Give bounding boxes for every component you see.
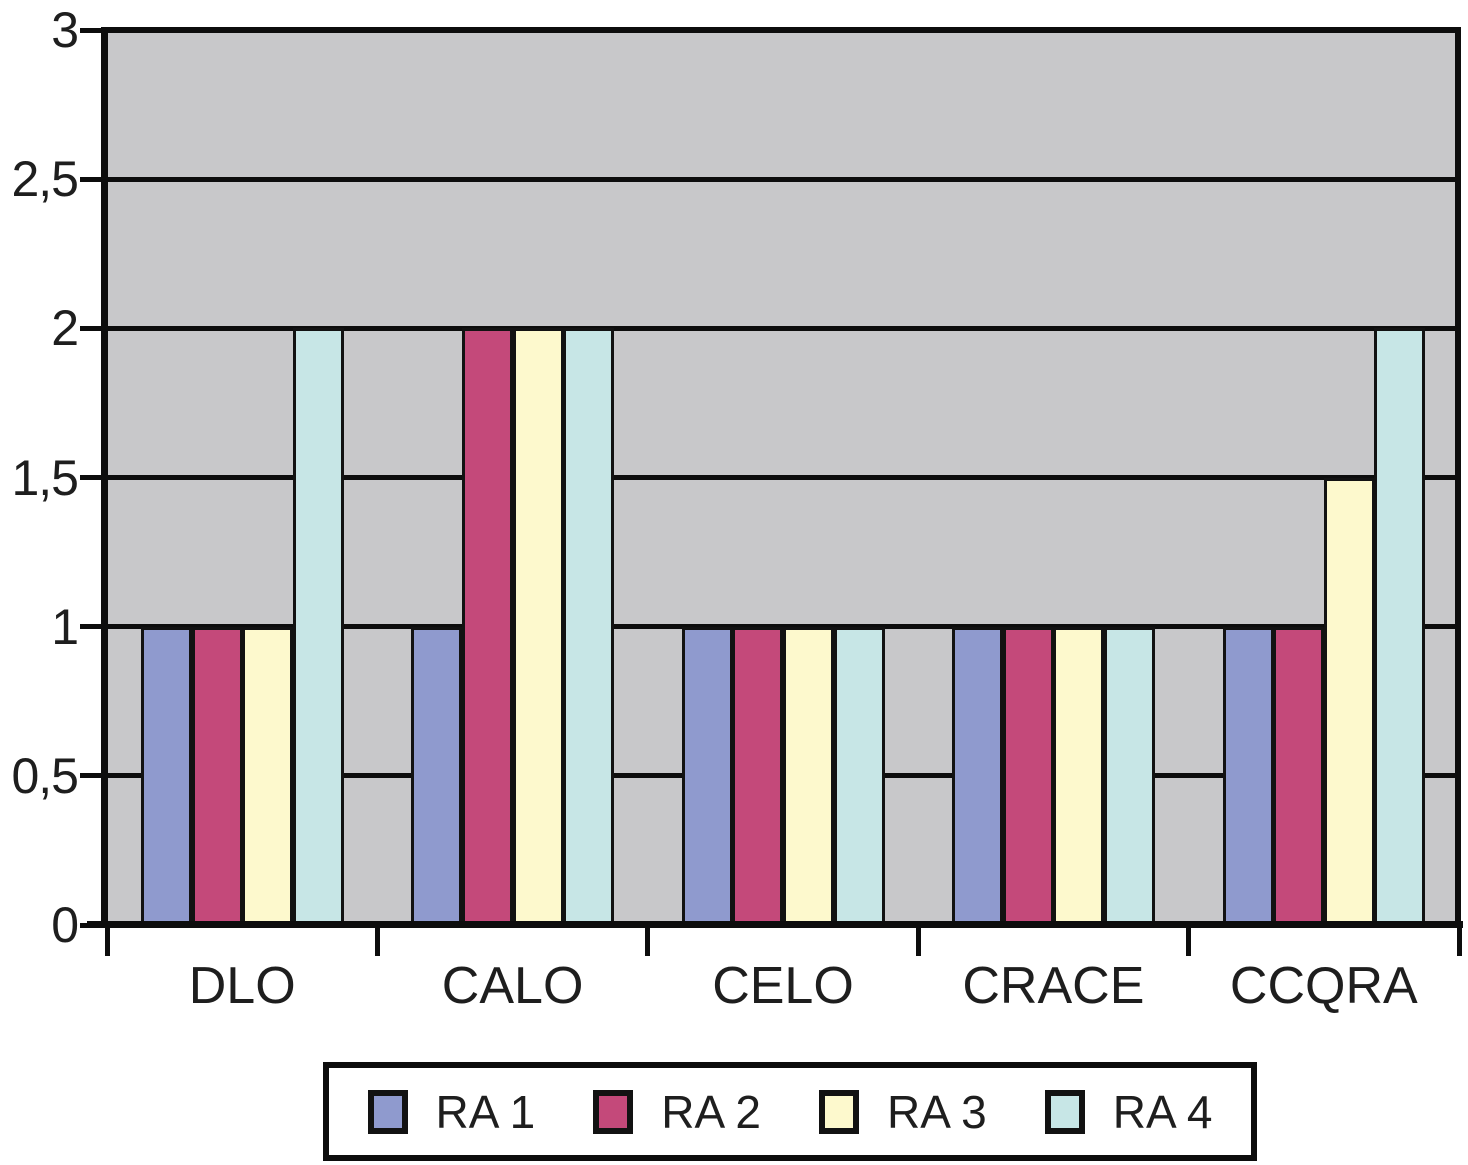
bar-ra-4-dlo <box>292 328 344 925</box>
bar-ra-2-celo <box>732 626 784 925</box>
legend-label-ra-3: RA 3 <box>887 1085 987 1138</box>
bar-ra-3-calo <box>512 328 564 925</box>
gridline-1.5 <box>107 475 1459 480</box>
bar-ra-1-ccqra <box>1222 626 1274 925</box>
x-category-label-dlo: DLO <box>188 957 296 1015</box>
gridline-2.5 <box>107 176 1459 182</box>
bar-ra-1-celo <box>681 626 733 925</box>
y-axis-line <box>101 27 108 925</box>
y-tick-1.5 <box>80 475 102 480</box>
legend-item-ra-4: RA 4 <box>1044 1085 1213 1138</box>
legend-swatch-ra-4 <box>1044 1089 1085 1134</box>
y-tick-2 <box>80 325 102 331</box>
x-tick-1 <box>374 928 380 956</box>
legend-label-ra-1: RA 1 <box>435 1085 536 1138</box>
bar-ra-1-calo <box>411 626 463 925</box>
bar-ra-4-calo <box>563 328 615 925</box>
x-axis-line <box>87 921 1463 928</box>
x-category-label-calo: CALO <box>441 957 584 1015</box>
bar-ra-2-calo <box>462 328 513 925</box>
x-category-label-celo: CELO <box>712 957 854 1015</box>
x-tick-0 <box>104 928 110 956</box>
bar-ra-2-crace <box>1002 626 1054 925</box>
bar-ra-1-crace <box>952 626 1004 925</box>
legend-swatch-ra-2 <box>593 1089 634 1134</box>
legend-label-ra-4: RA 4 <box>1112 1085 1213 1138</box>
y-tick-label-1: 1 <box>51 598 79 655</box>
y-tick-label-3: 3 <box>51 2 79 58</box>
bar-ra-2-ccqra <box>1273 626 1325 925</box>
y-tick-label-0: 0 <box>51 897 79 953</box>
gridline-2 <box>107 325 1459 331</box>
y-tick-1 <box>80 624 102 630</box>
legend-swatch-ra-3 <box>819 1089 859 1134</box>
x-tick-3 <box>915 928 921 956</box>
y-tick-label-0.5: 0,5 <box>11 747 79 804</box>
legend-label-ra-2: RA 2 <box>661 1085 761 1138</box>
y-tick-label-2.5: 2,5 <box>11 151 79 208</box>
x-category-label-ccqra: CCQRA <box>1229 957 1418 1015</box>
legend-item-ra-2: RA 2 <box>593 1088 761 1136</box>
plot-top-border <box>107 27 1459 33</box>
bar-ra-3-ccqra <box>1323 477 1375 925</box>
bar-ra-4-crace <box>1104 626 1155 925</box>
x-tick-4 <box>1186 928 1192 956</box>
bar-ra-4-celo <box>833 626 885 925</box>
bar-ra-1-dlo <box>141 626 192 925</box>
legend-item-ra-3: RA 3 <box>819 1088 987 1136</box>
bar-ra-3-crace <box>1053 626 1105 925</box>
legend: RA 1 RA 2 RA 3 RA 4 <box>323 1062 1257 1161</box>
x-category-label-crace: CRACE <box>962 957 1145 1015</box>
y-tick-2.5 <box>80 176 102 182</box>
x-tick-2 <box>645 928 651 956</box>
bar-ra-2-dlo <box>191 626 243 925</box>
bar-ra-3-dlo <box>242 626 294 925</box>
bar-ra-3-celo <box>783 626 834 925</box>
y-tick-0.5 <box>80 773 102 779</box>
legend-swatch-ra-1 <box>367 1089 408 1134</box>
bar-ra-4-ccqra <box>1374 328 1426 925</box>
y-tick-3 <box>80 27 102 33</box>
y-tick-label-2: 2 <box>51 300 79 357</box>
plot-right-border <box>1455 27 1461 925</box>
plot-area <box>80 27 1463 956</box>
y-tick-label-1.5: 1,5 <box>11 449 79 506</box>
x-tick-5 <box>1456 928 1462 956</box>
legend-item-ra-1: RA 1 <box>367 1085 536 1138</box>
